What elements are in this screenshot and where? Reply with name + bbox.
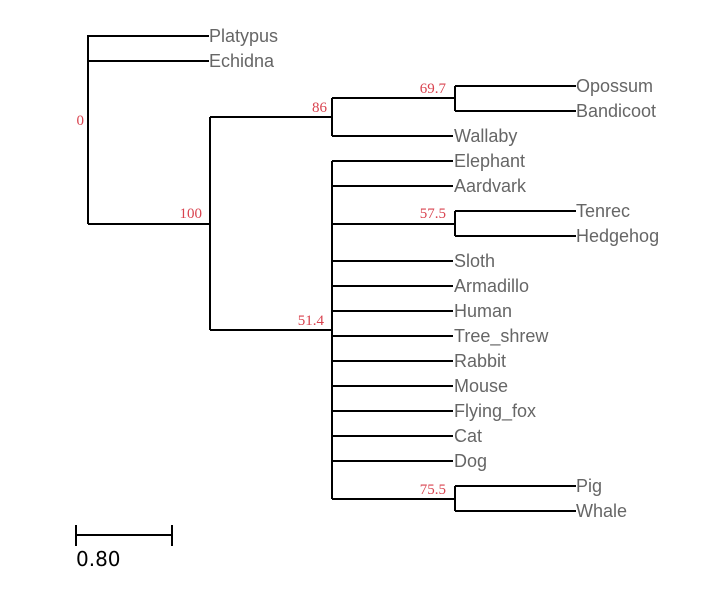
support-root: 0 bbox=[77, 113, 85, 129]
scale-bar bbox=[75, 525, 173, 546]
leaf-label-tree-shrew: Tree_shrew bbox=[454, 326, 549, 347]
leaf-label-pig: Pig bbox=[576, 476, 602, 496]
leaf-label-rabbit: Rabbit bbox=[454, 351, 506, 371]
support-opossum-bandicoot: 69.7 bbox=[420, 81, 447, 97]
leaf-label-mouse: Mouse bbox=[454, 376, 508, 396]
leaf-label-opossum: Opossum bbox=[576, 76, 653, 96]
scale-bar-label: 0.80 bbox=[76, 547, 121, 571]
support-marsupials: 86 bbox=[312, 100, 328, 116]
leaf-label-armadillo: Armadillo bbox=[454, 276, 529, 296]
leaf-label-hedgehog: Hedgehog bbox=[576, 226, 659, 246]
leaf-label-flying-fox: Flying_fox bbox=[454, 401, 536, 422]
leaf-label-human: Human bbox=[454, 301, 512, 321]
leaf-label-elephant: Elephant bbox=[454, 151, 525, 171]
leaf-label-whale: Whale bbox=[576, 501, 627, 521]
leaf-label-platypus: Platypus bbox=[209, 26, 278, 46]
leaf-label-wallaby: Wallaby bbox=[454, 126, 517, 146]
leaf-label-tenrec: Tenrec bbox=[576, 201, 630, 221]
leaf-label-dog: Dog bbox=[454, 451, 487, 471]
leaf-label-echidna: Echidna bbox=[209, 51, 275, 71]
support-placentals: 51.4 bbox=[298, 313, 325, 329]
leaf-label-bandicoot: Bandicoot bbox=[576, 101, 656, 121]
support-tenrec-hedgehog: 57.5 bbox=[420, 206, 446, 222]
support-pig-whale: 75.5 bbox=[420, 482, 446, 498]
leaf-label-cat: Cat bbox=[454, 426, 482, 446]
leaf-label-sloth: Sloth bbox=[454, 251, 495, 271]
leaf-label-aardvark: Aardvark bbox=[454, 176, 527, 196]
support-theria: 100 bbox=[180, 206, 203, 222]
